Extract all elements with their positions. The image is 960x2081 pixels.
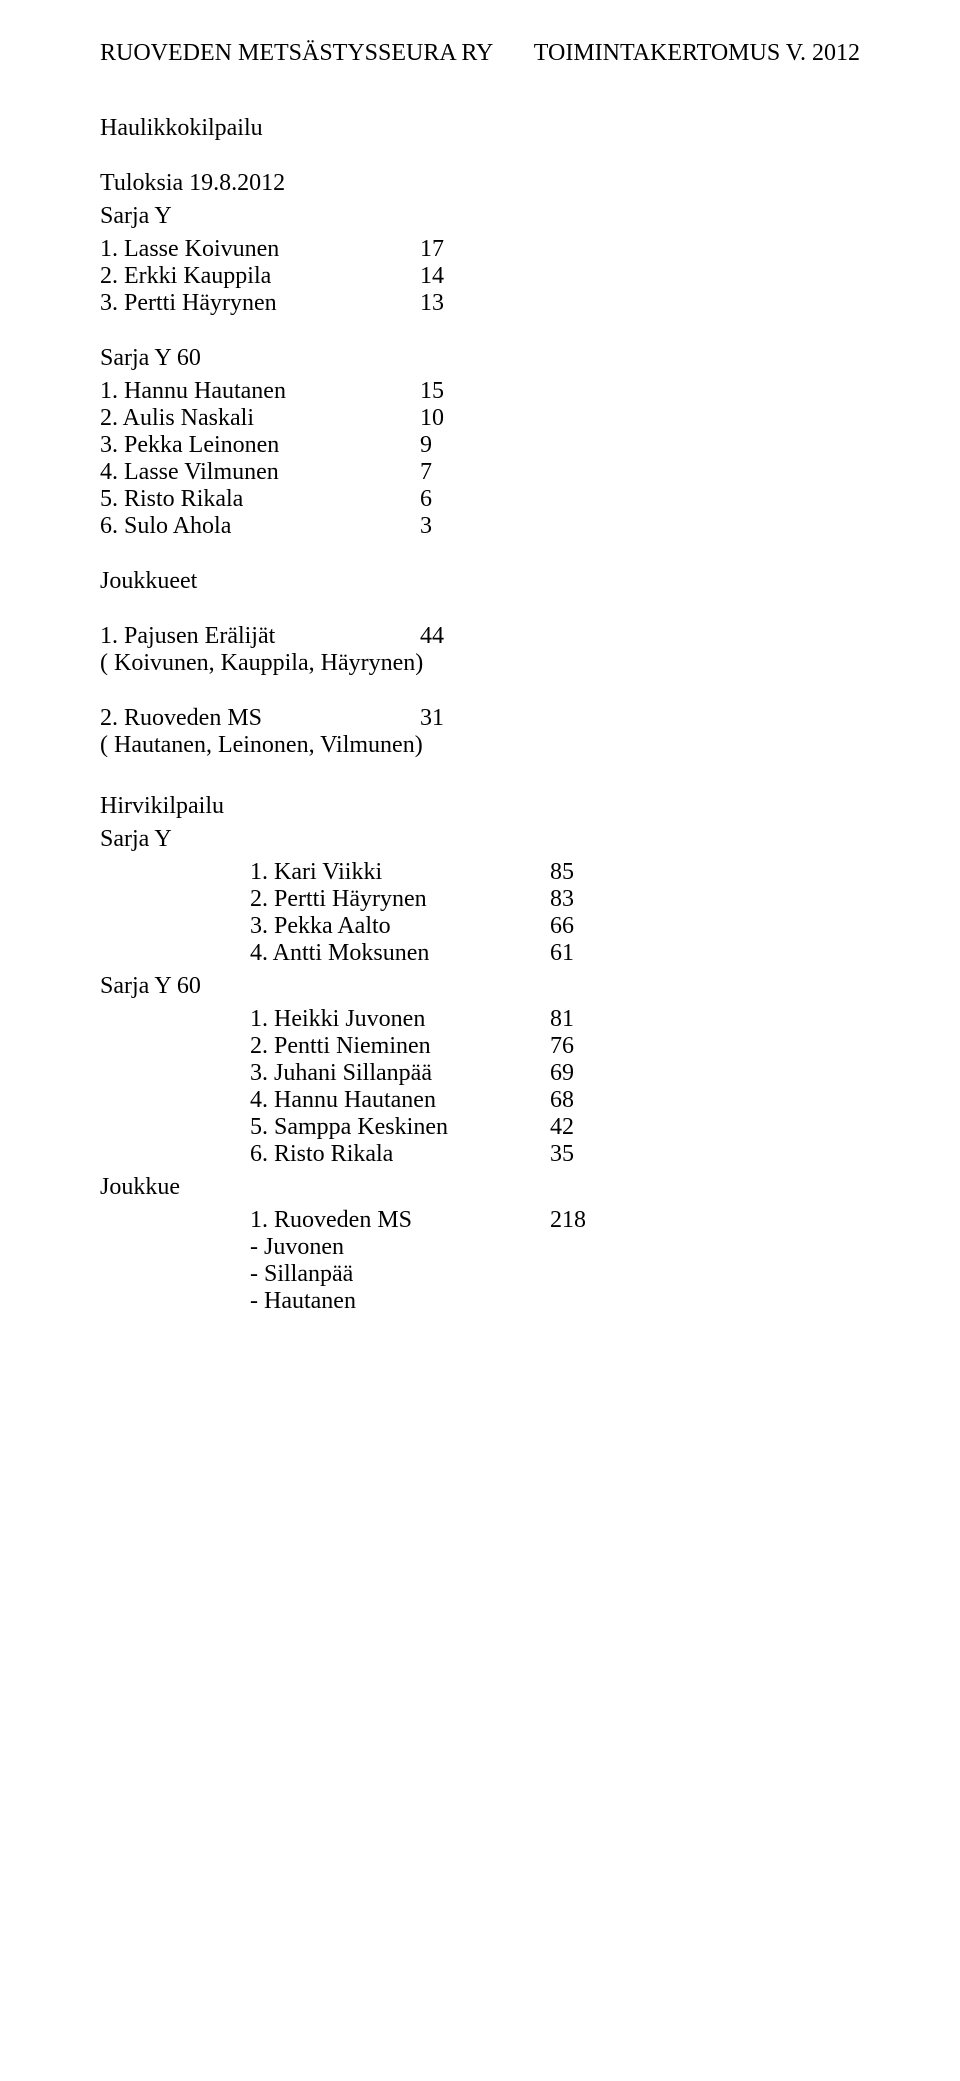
result-name: 3. Pekka Leinonen <box>100 432 420 459</box>
result-row: 4. Lasse Vilmunen 7 <box>100 459 860 486</box>
result-row: 1. Kari Viikki 85 <box>250 859 860 886</box>
result-row: 3. Pekka Aalto 66 <box>250 913 860 940</box>
result-value: 61 <box>550 940 574 967</box>
result-row: 6. Risto Rikala 35 <box>250 1141 860 1168</box>
result-name: 2. Aulis Naskali <box>100 405 420 432</box>
result-name: 3. Pekka Aalto <box>250 913 550 940</box>
result-name: 3. Pertti Häyrynen <box>100 290 420 317</box>
result-value: 6 <box>420 486 432 513</box>
result-value: 17 <box>420 236 444 263</box>
result-value: 69 <box>550 1060 574 1087</box>
result-name: 6. Sulo Ahola <box>100 513 420 540</box>
result-name: 1. Kari Viikki <box>250 859 550 886</box>
result-name: 2. Pertti Häyrynen <box>250 886 550 913</box>
result-name: 2. Erkki Kauppila <box>100 263 420 290</box>
page-header: RUOVEDEN METSÄSTYSSEURA RY TOIMINTAKERTO… <box>100 40 860 67</box>
result-row: 3. Juhani Sillanpää 69 <box>250 1060 860 1087</box>
result-name: 6. Risto Rikala <box>250 1141 550 1168</box>
team-name: 2. Ruoveden MS <box>100 705 420 732</box>
result-name: 1. Lasse Koivunen <box>100 236 420 263</box>
result-row: 3. Pekka Leinonen 9 <box>100 432 860 459</box>
result-name: 5. Samppa Keskinen <box>250 1114 550 1141</box>
result-name: 4. Antti Moksunen <box>250 940 550 967</box>
result-name: 5. Risto Rikala <box>100 486 420 513</box>
result-row: 1. Hannu Hautanen 15 <box>100 378 860 405</box>
team-members: ( Hautanen, Leinonen, Vilmunen) <box>100 732 860 759</box>
hirvi-joukkue-label: Joukkue <box>100 1174 860 1201</box>
team-member: - Sillanpää <box>250 1261 860 1288</box>
result-value: 15 <box>420 378 444 405</box>
result-value: 10 <box>420 405 444 432</box>
result-value: 83 <box>550 886 574 913</box>
team-value: 31 <box>420 705 444 732</box>
team-name: 1. Ruoveden MS <box>250 1207 550 1234</box>
result-value: 68 <box>550 1087 574 1114</box>
result-value: 7 <box>420 459 432 486</box>
hirvi-title: Hirvikilpailu <box>100 793 860 820</box>
haulikko-tuloksia: Tuloksia 19.8.2012 <box>100 170 860 197</box>
header-right: TOIMINTAKERTOMUS V. 2012 <box>534 40 860 67</box>
team-row: 1. Pajusen Erälijät 44 <box>100 623 860 650</box>
result-name: 4. Hannu Hautanen <box>250 1087 550 1114</box>
team-member: - Juvonen <box>250 1234 860 1261</box>
result-value: 66 <box>550 913 574 940</box>
haulikko-sarjaY60-label: Sarja Y 60 <box>100 345 860 372</box>
result-value: 81 <box>550 1006 574 1033</box>
hirvi-sarjaY60-block: 1. Heikki Juvonen 81 2. Pentti Nieminen … <box>100 1006 860 1168</box>
result-value: 13 <box>420 290 444 317</box>
hirvi-sarjaY60-label: Sarja Y 60 <box>100 973 860 1000</box>
haulikko-joukkueet-label: Joukkueet <box>100 568 860 595</box>
header-left: RUOVEDEN METSÄSTYSSEURA RY <box>100 40 493 67</box>
team-value: 44 <box>420 623 444 650</box>
result-row: 4. Hannu Hautanen 68 <box>250 1087 860 1114</box>
result-value: 76 <box>550 1033 574 1060</box>
result-row: 2. Erkki Kauppila 14 <box>100 263 860 290</box>
result-row: 2. Pentti Nieminen 76 <box>250 1033 860 1060</box>
result-row: 1. Heikki Juvonen 81 <box>250 1006 860 1033</box>
result-value: 9 <box>420 432 432 459</box>
result-row: 2. Pertti Häyrynen 83 <box>250 886 860 913</box>
result-row: 5. Samppa Keskinen 42 <box>250 1114 860 1141</box>
result-value: 42 <box>550 1114 574 1141</box>
team-row: 1. Ruoveden MS 218 <box>250 1207 860 1234</box>
result-name: 1. Heikki Juvonen <box>250 1006 550 1033</box>
result-row: 3. Pertti Häyrynen 13 <box>100 290 860 317</box>
team-members: ( Koivunen, Kauppila, Häyrynen) <box>100 650 860 677</box>
result-name: 1. Hannu Hautanen <box>100 378 420 405</box>
result-name: 4. Lasse Vilmunen <box>100 459 420 486</box>
haulikko-title: Haulikkokilpailu <box>100 115 860 142</box>
result-value: 85 <box>550 859 574 886</box>
hirvi-joukkue-block: 1. Ruoveden MS 218 - Juvonen - Sillanpää… <box>100 1207 860 1315</box>
result-row: 1. Lasse Koivunen 17 <box>100 236 860 263</box>
result-value: 14 <box>420 263 444 290</box>
result-name: 2. Pentti Nieminen <box>250 1033 550 1060</box>
result-value: 3 <box>420 513 432 540</box>
haulikko-sarjaY-label: Sarja Y <box>100 203 860 230</box>
hirvi-sarjaY-block: 1. Kari Viikki 85 2. Pertti Häyrynen 83 … <box>100 859 860 967</box>
team-member: - Hautanen <box>250 1288 860 1315</box>
result-row: 4. Antti Moksunen 61 <box>250 940 860 967</box>
result-value: 35 <box>550 1141 574 1168</box>
result-row: 2. Aulis Naskali 10 <box>100 405 860 432</box>
team-row: 2. Ruoveden MS 31 <box>100 705 860 732</box>
result-row: 5. Risto Rikala 6 <box>100 486 860 513</box>
team-name: 1. Pajusen Erälijät <box>100 623 420 650</box>
result-row: 6. Sulo Ahola 3 <box>100 513 860 540</box>
result-name: 3. Juhani Sillanpää <box>250 1060 550 1087</box>
team-value: 218 <box>550 1207 586 1234</box>
hirvi-sarjaY-label: Sarja Y <box>100 826 860 853</box>
